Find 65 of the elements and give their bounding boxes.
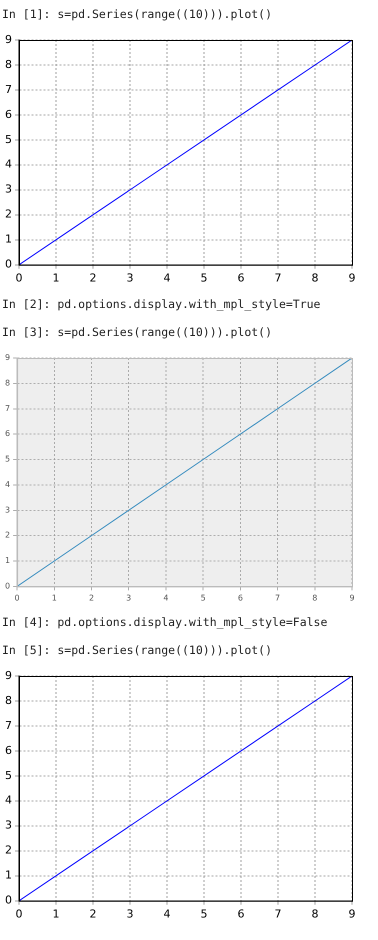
y-tick-label: 7 [5, 718, 12, 732]
y-tick-label: 4 [4, 480, 10, 489]
y-tick-label: 7 [5, 82, 12, 96]
y-tick-label: 0 [4, 581, 10, 590]
y-tick-label: 4 [5, 158, 12, 171]
x-tick-label: 3 [126, 907, 134, 920]
y-tick-label: 6 [5, 744, 12, 757]
y-tick-label: 5 [5, 768, 12, 782]
x-tick-label: 2 [90, 271, 96, 284]
x-tick-label: 2 [90, 907, 96, 920]
y-tick-label: 2 [4, 530, 10, 540]
x-tick-label: 7 [274, 907, 282, 920]
x-tick-label: 0 [16, 907, 22, 920]
y-tick-label: 3 [5, 182, 12, 196]
y-tick-label: 9 [5, 32, 12, 46]
y-tick-label: 1 [5, 232, 12, 246]
x-tick-label: 9 [348, 271, 356, 284]
y-tick-label: 1 [5, 868, 12, 882]
x-tick-label: 6 [238, 593, 243, 602]
y-tick-label: 5 [4, 454, 10, 464]
y-tick-label: 0 [5, 258, 12, 271]
text: In [5]: s=pd.Series(range((10))).plot() [1, 642, 274, 659]
x-tick-label: 1 [52, 271, 60, 284]
y-tick-label: 7 [4, 404, 10, 413]
y-tick-label: 2 [5, 844, 12, 857]
x-tick-label: 4 [164, 271, 170, 284]
y-tick-label: 2 [5, 208, 12, 221]
text: In [3]: s=pd.Series(range((10))).plot() [1, 324, 274, 341]
y-tick-label: 6 [5, 108, 12, 121]
y-tick-label: 5 [5, 132, 12, 146]
x-tick-label: 9 [348, 907, 356, 920]
x-tick-label: 7 [275, 593, 280, 602]
y-tick-label: 8 [5, 694, 12, 707]
y-tick-label: 8 [4, 378, 10, 388]
text: In [4]: pd.options.display.with_mpl_style=False [1, 614, 328, 631]
x-tick-label: 8 [312, 593, 318, 602]
x-tick-label: 0 [14, 593, 20, 602]
x-tick-label: 6 [238, 907, 244, 920]
y-tick-label: 8 [5, 58, 12, 71]
x-tick-label: 8 [312, 907, 318, 920]
x-tick-label: 5 [200, 593, 206, 602]
x-tick-label: 7 [274, 271, 282, 284]
y-tick-label: 1 [4, 556, 10, 566]
y-tick-label: 9 [5, 668, 12, 682]
x-tick-label: 9 [349, 593, 355, 602]
x-tick-label: 5 [200, 271, 208, 284]
x-tick-label: 1 [52, 593, 57, 602]
y-tick-label: 0 [5, 894, 12, 907]
y-tick-label: 3 [5, 818, 12, 832]
x-tick-label: 0 [16, 271, 22, 284]
x-tick-label: 4 [164, 907, 170, 920]
x-tick-label: 1 [52, 907, 60, 920]
x-tick-label: 4 [163, 593, 168, 602]
x-tick-label: 5 [200, 907, 208, 920]
text: In [2]: pd.options.display.with_mpl_style=True [1, 296, 322, 313]
y-tick-label: 9 [4, 353, 10, 362]
y-tick-label: 4 [5, 794, 12, 807]
x-tick-label: 3 [126, 271, 134, 284]
y-tick-label: 3 [4, 505, 10, 514]
x-tick-label: 6 [238, 271, 244, 284]
y-tick-label: 6 [4, 429, 10, 438]
x-tick-label: 2 [88, 593, 94, 602]
x-tick-label: 3 [126, 593, 132, 602]
text: In [1]: s=pd.Series(range((10))).plot() [1, 6, 274, 23]
x-tick-label: 8 [312, 271, 318, 284]
